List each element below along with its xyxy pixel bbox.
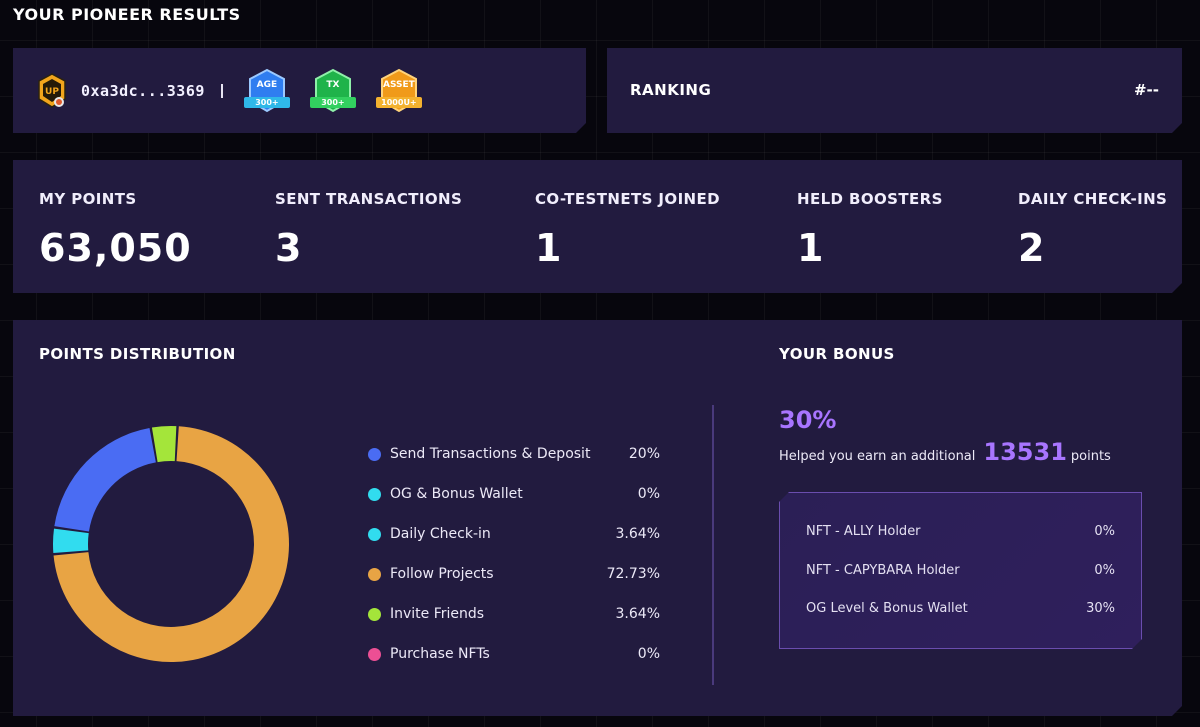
donut-slice-3[interactable] xyxy=(54,426,289,662)
legend-label: Daily Check-in xyxy=(390,526,491,542)
stat-label: MY POINTS xyxy=(39,190,137,208)
age-badge: AGE 300+ xyxy=(243,67,291,115)
tx-badge-value: 300+ xyxy=(310,97,356,108)
bonus-row: NFT - ALLY Holder 0% xyxy=(806,524,1115,539)
legend-item[interactable]: Daily Check-in 3.64% xyxy=(368,514,660,554)
stat-sent-transactions: SENT TRANSACTIONS 3 xyxy=(275,190,462,270)
bonus-row-value: 0% xyxy=(1094,524,1115,539)
logo-text: UP xyxy=(45,87,59,97)
legend-item[interactable]: Send Transactions & Deposit 20% xyxy=(368,434,660,474)
bonus-title: YOUR BONUS xyxy=(779,345,895,363)
stat-value: 1 xyxy=(535,226,563,270)
legend-value: 0% xyxy=(637,646,660,662)
stat-daily-check-ins: DAILY CHECK-INS 2 xyxy=(1018,190,1167,270)
ranking-label: RANKING xyxy=(630,81,712,99)
stat-value: 63,050 xyxy=(39,226,192,270)
legend-label: Purchase NFTs xyxy=(390,646,490,662)
stat-co-testnets-joined: CO-TESTNETS JOINED 1 xyxy=(535,190,720,270)
legend-value: 72.73% xyxy=(606,566,660,582)
legend-label: OG & Bonus Wallet xyxy=(390,486,523,502)
bonus-description: Helped you earn an additional 13531 poin… xyxy=(779,438,1111,466)
legend-value: 0% xyxy=(637,486,660,502)
legend-dot xyxy=(368,568,381,581)
asset-badge-label: ASSET xyxy=(383,79,415,90)
legend-value: 20% xyxy=(628,446,660,462)
stat-my-points: MY POINTS 63,050 xyxy=(39,190,192,270)
wallet-address: 0xa3dc...3369 xyxy=(81,81,205,100)
age-badge-label: AGE xyxy=(256,79,278,90)
vertical-divider xyxy=(712,405,714,685)
stat-value: 1 xyxy=(797,226,825,270)
bonus-row-value: 0% xyxy=(1094,563,1115,578)
donut-slice-4[interactable] xyxy=(152,426,176,462)
ranking-panel: RANKING #-- xyxy=(607,48,1182,133)
legend-item[interactable]: Invite Friends 3.64% xyxy=(368,594,660,634)
donut-slice-2[interactable] xyxy=(53,529,89,553)
bonus-row-label: NFT - ALLY Holder xyxy=(806,524,921,539)
bonus-breakdown-box: NFT - ALLY Holder 0% NFT - CAPYBARA Hold… xyxy=(779,492,1142,649)
stat-label: HELD BOOSTERS xyxy=(797,190,943,208)
stat-label: DAILY CHECK-INS xyxy=(1018,190,1168,208)
bonus-row: OG Level & Bonus Wallet 30% xyxy=(806,601,1115,616)
bonus-row-label: NFT - CAPYBARA Holder xyxy=(806,563,960,578)
legend-label: Invite Friends xyxy=(390,606,485,622)
stat-label: CO-TESTNETS JOINED xyxy=(535,190,720,208)
bonus-row: NFT - CAPYBARA Holder 0% xyxy=(806,563,1115,578)
legend-value: 3.64% xyxy=(615,526,660,542)
points-donut-chart xyxy=(53,415,289,673)
asset-badge-value: 1000U+ xyxy=(376,97,422,108)
project-logo-icon: UP xyxy=(37,73,67,109)
stat-held-boosters: HELD BOOSTERS 1 xyxy=(797,190,943,270)
stat-value: 3 xyxy=(275,226,303,270)
bonus-suffix: points xyxy=(1070,449,1111,464)
legend-item[interactable]: OG & Bonus Wallet 0% xyxy=(368,474,660,514)
distribution-title: POINTS DISTRIBUTION xyxy=(39,345,236,363)
bonus-prefix: Helped you earn an additional xyxy=(779,449,976,464)
stats-panel: MY POINTS 63,050 SENT TRANSACTIONS 3 CO-… xyxy=(13,160,1182,293)
legend-value: 3.64% xyxy=(615,606,660,622)
legend-dot xyxy=(368,448,381,461)
legend-label: Send Transactions & Deposit xyxy=(390,446,591,462)
legend-dot xyxy=(368,488,381,501)
legend-dot xyxy=(368,528,381,541)
distribution-legend: Send Transactions & Deposit 20% OG & Bon… xyxy=(368,434,660,674)
bonus-points: 13531 xyxy=(983,438,1067,466)
bonus-percent: 30% xyxy=(779,406,837,434)
ranking-value: #-- xyxy=(1133,81,1159,99)
asset-badge: ASSET 1000U+ xyxy=(375,67,423,115)
tx-badge: TX 300+ xyxy=(309,67,357,115)
legend-dot xyxy=(368,648,381,661)
bonus-row-label: OG Level & Bonus Wallet xyxy=(806,601,968,616)
age-badge-value: 300+ xyxy=(244,97,290,108)
bonus-row-value: 30% xyxy=(1086,601,1115,616)
separator xyxy=(221,84,223,98)
page-title: YOUR PIONEER RESULTS xyxy=(13,5,241,24)
tx-badge-label: TX xyxy=(326,79,340,90)
legend-item[interactable]: Follow Projects 72.73% xyxy=(368,554,660,594)
distribution-panel: POINTS DISTRIBUTION Send Transactions & … xyxy=(13,320,1182,716)
legend-item[interactable]: Purchase NFTs 0% xyxy=(368,634,660,674)
stat-label: SENT TRANSACTIONS xyxy=(275,190,463,208)
legend-label: Follow Projects xyxy=(390,566,494,582)
wallet-panel: UP 0xa3dc...3369 AGE 300+ TX 300+ AS xyxy=(13,48,586,133)
stat-value: 2 xyxy=(1018,226,1046,270)
donut-slice-0[interactable] xyxy=(54,428,156,531)
legend-dot xyxy=(368,608,381,621)
